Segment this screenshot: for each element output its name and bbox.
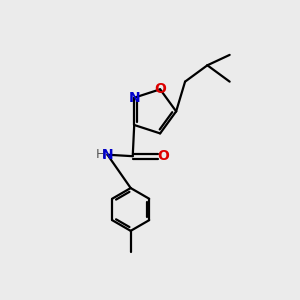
Text: O: O	[154, 82, 166, 96]
Text: O: O	[158, 149, 169, 163]
Text: N: N	[128, 91, 140, 105]
Text: H: H	[96, 148, 106, 161]
Text: N: N	[102, 148, 113, 162]
